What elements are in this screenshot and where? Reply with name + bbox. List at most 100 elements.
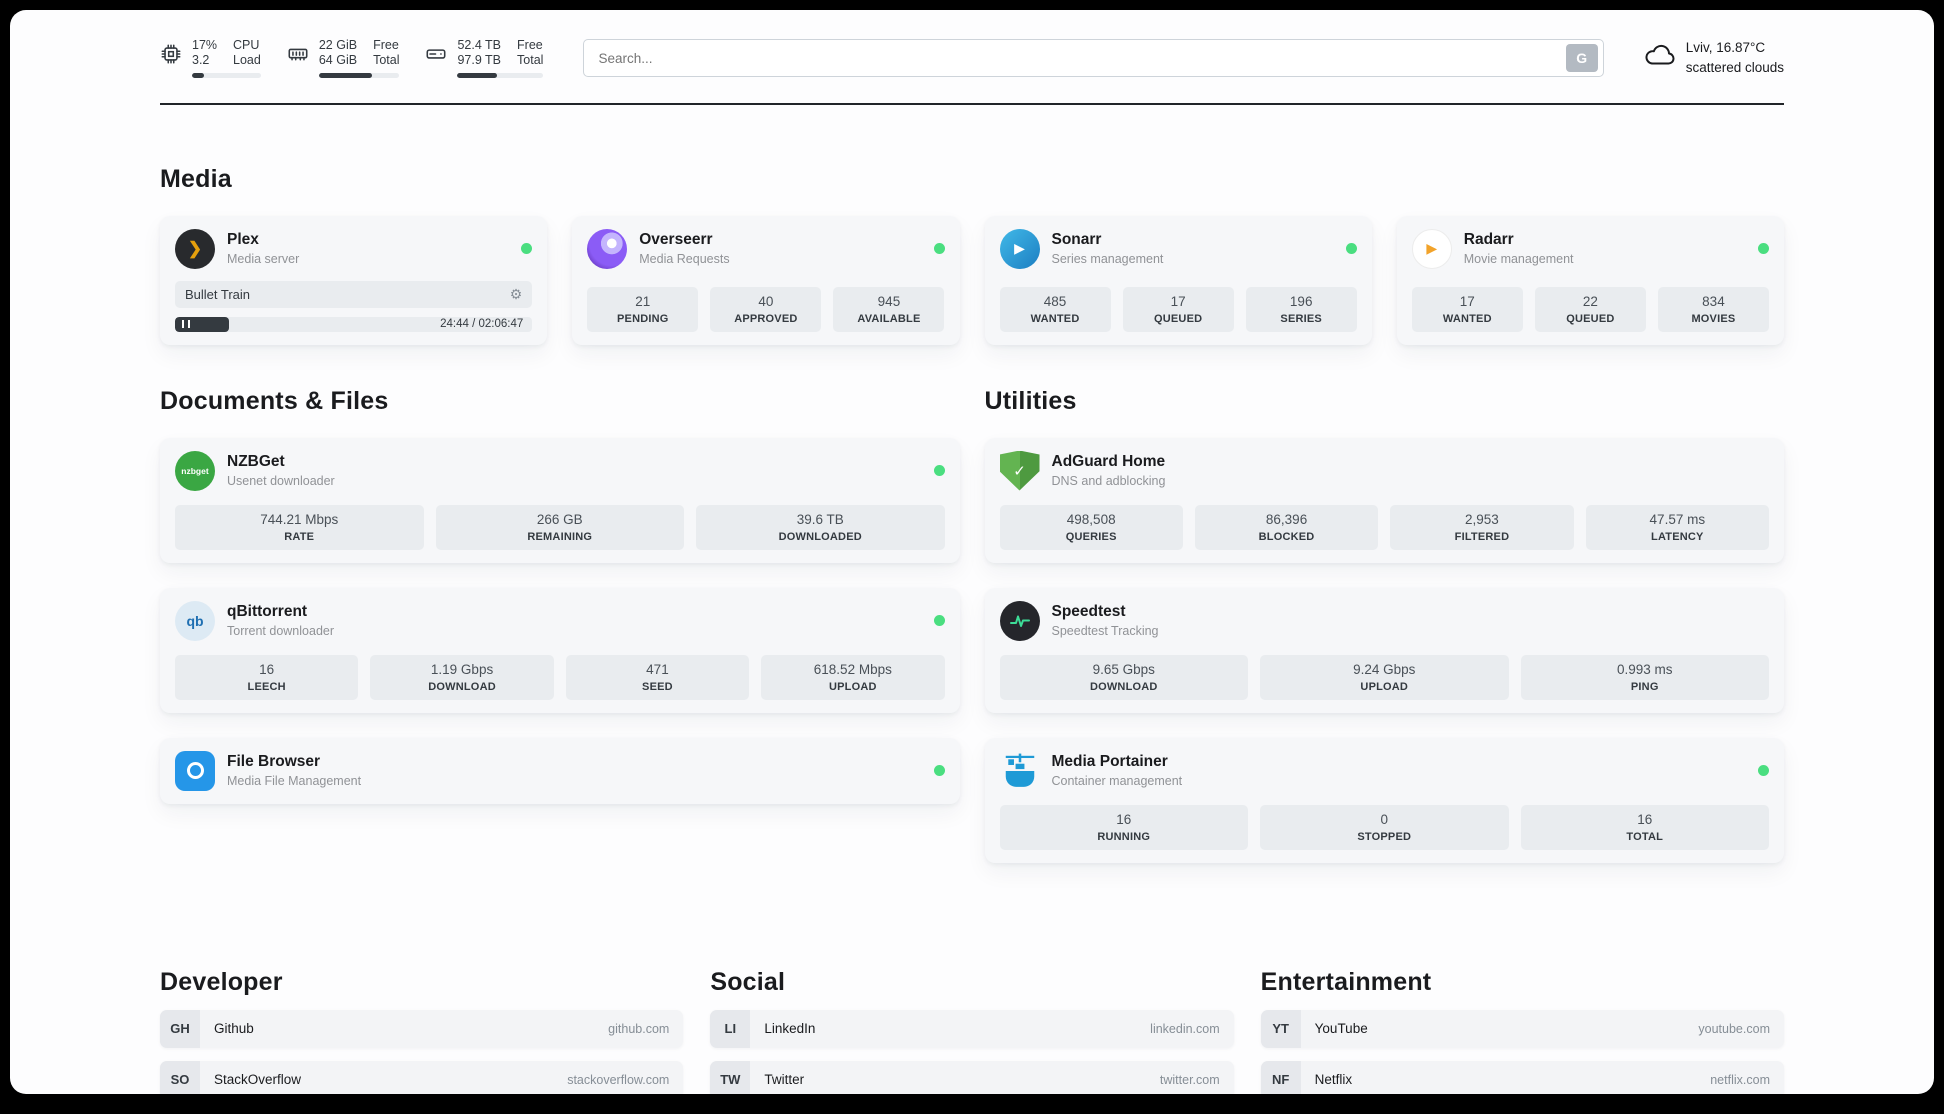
app-card-portainer[interactable]: Media Portainer Container management 16 … <box>984 737 1784 863</box>
cpu-load-value: 3.2 <box>192 53 210 68</box>
weather-location: Lviv, 16.87°C <box>1685 40 1766 55</box>
utilities-section: Utilities ✓ AdGuard Home DNS and adblock… <box>984 387 1784 888</box>
gear-icon[interactable]: ⚙ <box>509 286 523 302</box>
app-card-overseerr[interactable]: Overseerr Media Requests 21 PENDING 40 A… <box>572 215 960 345</box>
search-provider-button[interactable]: G <box>1565 44 1598 73</box>
disk-icon <box>425 43 447 70</box>
stat-box: 47.57 ms LATENCY <box>1585 504 1769 550</box>
app-card-sonarr[interactable]: ▶ Sonarr Series management 485 WANTED <box>984 215 1372 345</box>
app-name: Overseerr <box>639 231 713 248</box>
media-section: Media ❯ Plex Media server Bullet Train <box>160 165 1784 345</box>
cpu-metric: 17% CPU 3.2 Load <box>160 38 261 79</box>
plex-icon: ❯ <box>175 228 215 269</box>
now-playing-title: Bullet Train <box>185 286 251 302</box>
cpu-progress-bar <box>192 73 261 79</box>
link-twitter[interactable]: TW Twitter twitter.com <box>710 1060 1234 1094</box>
app-name: Speedtest <box>1051 603 1126 620</box>
ram-icon <box>287 43 309 70</box>
youtube-icon: YT <box>1260 1009 1301 1048</box>
topbar-divider <box>160 102 1784 105</box>
ram-total-value: 64 GiB <box>318 53 358 68</box>
stat-box: 1.19 Gbps DOWNLOAD <box>370 654 554 700</box>
social-section-title: Social <box>710 967 786 996</box>
disk-progress-bar <box>457 73 544 79</box>
link-linkedin[interactable]: LI LinkedIn linkedin.com <box>710 1009 1234 1048</box>
entertainment-section-title: Entertainment <box>1260 967 1432 996</box>
app-subtitle: DNS and adblocking <box>1051 474 1166 488</box>
app-name: AdGuard Home <box>1051 453 1166 470</box>
link-netflix[interactable]: NF Netflix netflix.com <box>1260 1060 1784 1094</box>
app-subtitle: Media File Management <box>227 774 362 788</box>
stat-box: 196 SERIES <box>1245 286 1357 332</box>
app-subtitle: Speedtest Tracking <box>1051 624 1159 638</box>
app-name: File Browser <box>227 753 321 770</box>
stat-box: 744.21 Mbps RATE <box>175 504 424 550</box>
app-name: NZBGet <box>227 453 285 470</box>
ram-metric: 22 GiB Free 64 GiB Total <box>287 38 400 79</box>
media-section-title: Media <box>160 164 232 193</box>
app-name: Radarr <box>1463 231 1514 248</box>
disk-total-label: Total <box>517 53 544 68</box>
disk-total-value: 97.9 TB <box>457 53 502 68</box>
disk-free-label: Free <box>517 38 543 53</box>
app-subtitle: Series management <box>1051 252 1164 266</box>
link-stackoverflow[interactable]: SO StackOverflow stackoverflow.com <box>160 1060 684 1094</box>
stat-box: 0.993 ms PING <box>1520 654 1769 700</box>
app-name: Media Portainer <box>1051 753 1168 770</box>
app-subtitle: Torrent downloader <box>227 624 335 638</box>
speedtest-icon <box>999 600 1040 641</box>
stat-box: 834 MOVIES <box>1657 286 1769 332</box>
stat-box: 0 STOPPED <box>1260 804 1509 850</box>
stat-box: 618.52 Mbps UPLOAD <box>761 654 945 700</box>
app-card-qbittorrent[interactable]: qb qBittorrent Torrent downloader 16 LEE… <box>160 587 960 713</box>
app-subtitle: Container management <box>1051 774 1183 788</box>
ram-free-label: Free <box>373 38 399 53</box>
stat-box: 16 RUNNING <box>999 804 1248 850</box>
status-dot <box>1345 243 1357 254</box>
cpu-icon <box>160 43 182 70</box>
app-card-adguard[interactable]: ✓ AdGuard Home DNS and adblocking 498,50… <box>984 437 1784 563</box>
stat-box: 17 QUEUED <box>1122 286 1234 332</box>
cpu-load-label: Load <box>233 53 261 68</box>
stat-box: 2,953 FILTERED <box>1390 504 1574 550</box>
social-links-section: Social LI LinkedIn linkedin.com TW Twitt… <box>710 967 1234 1094</box>
app-subtitle: Media Requests <box>639 252 730 266</box>
topbar: 17% CPU 3.2 Load 22 GiB Free 64 Gi <box>10 10 1934 79</box>
netflix-icon: NF <box>1260 1060 1301 1094</box>
search-input[interactable] <box>598 50 1566 66</box>
link-youtube[interactable]: YT YouTube youtube.com <box>1260 1009 1784 1048</box>
app-card-radarr[interactable]: ▶ Radarr Movie management 17 WANTED <box>1396 215 1784 345</box>
link-github[interactable]: GH Github github.com <box>160 1009 684 1048</box>
app-subtitle: Movie management <box>1463 252 1574 266</box>
status-dot <box>1758 765 1769 776</box>
status-dot <box>933 765 945 776</box>
pause-icon[interactable] <box>182 320 190 328</box>
dashboard-page: 17% CPU 3.2 Load 22 GiB Free 64 Gi <box>10 10 1934 1094</box>
stat-box: 9.65 Gbps DOWNLOAD <box>999 654 1248 700</box>
app-card-filebrowser[interactable]: File Browser Media File Management <box>160 737 960 804</box>
stat-box: 16 LEECH <box>175 654 359 700</box>
app-subtitle: Media server <box>227 252 300 266</box>
stat-box: 22 QUEUED <box>1534 286 1646 332</box>
playback-time: 24:44 / 02:06:47 <box>440 318 524 330</box>
filebrowser-icon <box>175 750 215 791</box>
cloud-icon <box>1644 43 1676 73</box>
app-card-speedtest[interactable]: Speedtest Speedtest Tracking 9.65 Gbps D… <box>984 587 1784 713</box>
stat-box: 17 WANTED <box>1411 286 1523 332</box>
documents-section-title: Documents & Files <box>160 386 389 415</box>
disk-free-value: 52.4 TB <box>457 38 502 53</box>
radarr-icon: ▶ <box>1411 228 1452 269</box>
documents-section: Documents & Files nzbget NZBGet Usenet d… <box>160 387 960 829</box>
ram-progress-bar <box>318 73 400 79</box>
status-dot <box>933 465 945 476</box>
twitter-icon: TW <box>710 1060 751 1094</box>
stat-box: 86,396 BLOCKED <box>1194 504 1379 550</box>
playback-progress-bar[interactable]: 24:44 / 02:06:47 <box>175 316 533 332</box>
status-dot <box>1758 243 1769 254</box>
app-card-plex[interactable]: ❯ Plex Media server Bullet Train ⚙ <box>160 215 548 345</box>
app-card-nzbget[interactable]: nzbget NZBGet Usenet downloader 744.21 M… <box>160 437 960 563</box>
app-name: Plex <box>227 231 259 248</box>
stat-box: 266 GB REMAINING <box>435 504 684 550</box>
status-dot <box>933 615 945 626</box>
nzbget-icon: nzbget <box>175 450 215 491</box>
